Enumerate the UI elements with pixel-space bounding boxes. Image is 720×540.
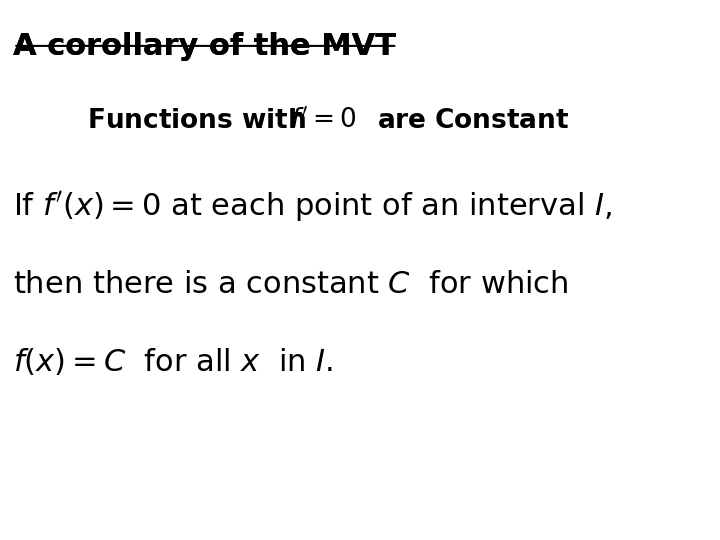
Text: $f(x)=C$  for all $x$  in $I$.: $f(x)=C$ for all $x$ in $I$. [14,346,333,376]
Text: $f' = 0$: $f' = 0$ [290,108,357,134]
Text: A corollary of the MVT: A corollary of the MVT [14,32,396,62]
Text: A corollary of the MVT: A corollary of the MVT [14,32,396,62]
Text: If $f'(x)=0$ at each point of an interval $I$,: If $f'(x)=0$ at each point of an interva… [14,189,613,224]
Text: $\mathbf{Functions\ with}$: $\mathbf{Functions\ with}$ [87,108,305,134]
Text: $\mathbf{are\ Constant}$: $\mathbf{are\ Constant}$ [377,108,570,134]
Text: then there is a constant $C$  for which: then there is a constant $C$ for which [14,270,569,299]
